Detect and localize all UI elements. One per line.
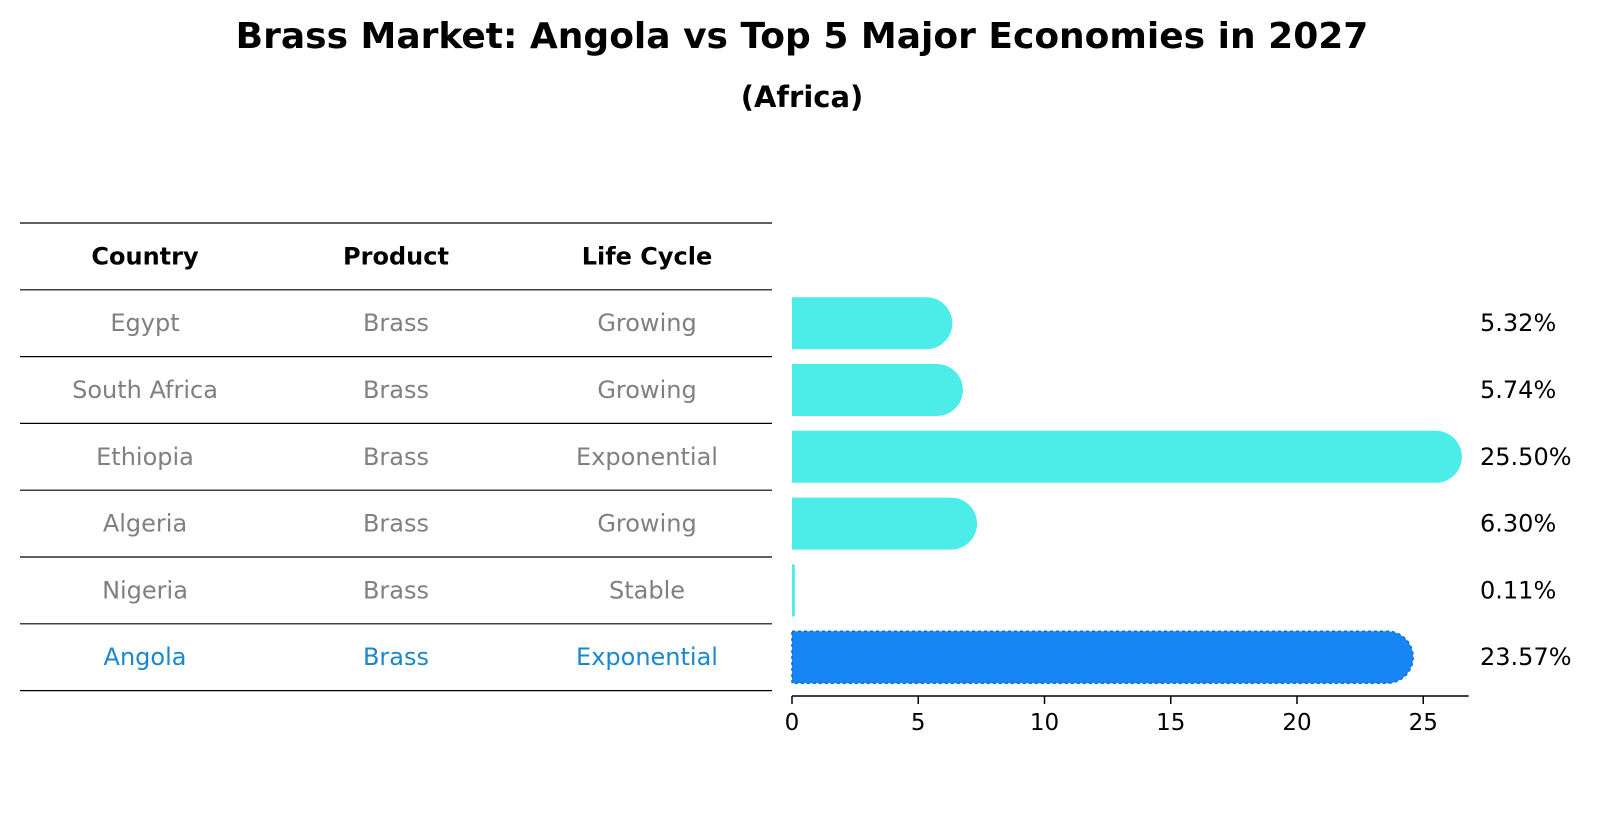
- table-cell: Ethiopia: [96, 443, 194, 471]
- table-cell: Nigeria: [102, 576, 188, 604]
- table-cell: Brass: [363, 643, 429, 671]
- x-tick-label: 10: [1030, 710, 1059, 736]
- table-cell: Brass: [363, 510, 429, 538]
- table-cell: Egypt: [110, 309, 179, 337]
- bar-value-label: 5.32%: [1480, 309, 1556, 337]
- bar-angola: [791, 630, 1414, 684]
- table-cell: Growing: [597, 309, 696, 337]
- table-header-cell: Life Cycle: [582, 242, 713, 270]
- bar-value-label: 23.57%: [1480, 643, 1572, 671]
- bar-ethiopia: [792, 430, 1462, 483]
- table-cell: Stable: [609, 576, 685, 604]
- table-cell: Angola: [104, 643, 187, 671]
- table-cell: Algeria: [103, 510, 187, 538]
- bar-nigeria: [792, 564, 795, 617]
- table-cell: Growing: [597, 510, 696, 538]
- table-cell: South Africa: [72, 376, 218, 404]
- x-tick-label: 15: [1156, 710, 1185, 736]
- bar-value-label: 5.74%: [1480, 376, 1556, 404]
- bar-egypt: [792, 297, 953, 350]
- table-header-cell: Product: [343, 242, 449, 270]
- bar-value-label: 6.30%: [1480, 510, 1556, 538]
- data-table: Country Product Life Cycle Egypt Brass Growin…: [20, 222, 772, 692]
- bar-algeria: [792, 497, 978, 550]
- chart-title: Brass Market: Angola vs Top 5 Major Econ…: [235, 16, 1369, 57]
- table-cell: Growing: [597, 376, 696, 404]
- x-tick-label: 20: [1282, 710, 1311, 736]
- table-cell: Brass: [363, 443, 429, 471]
- table-cell: Exponential: [576, 643, 718, 671]
- x-tick-label: 0: [785, 710, 800, 736]
- x-axis: 0 5 10 15 20 25: [785, 695, 1469, 736]
- table-cell: Exponential: [576, 443, 718, 471]
- table-header-cell: Country: [91, 242, 199, 270]
- table-cell: Brass: [363, 376, 429, 404]
- bar-south-africa: [792, 364, 963, 416]
- bar-value-label: 25.50%: [1480, 443, 1572, 471]
- x-tick-label: 5: [911, 710, 926, 736]
- bar-plot: 5.32% 5.74% 25.50% 6.30% 0.11% 23.57%: [791, 297, 1572, 684]
- table-cell: Brass: [363, 309, 429, 337]
- bar-value-label: 0.11%: [1480, 576, 1556, 604]
- table-cell: Brass: [363, 576, 429, 604]
- chart-subtitle: (Africa): [740, 80, 864, 114]
- x-tick-label: 25: [1409, 710, 1438, 736]
